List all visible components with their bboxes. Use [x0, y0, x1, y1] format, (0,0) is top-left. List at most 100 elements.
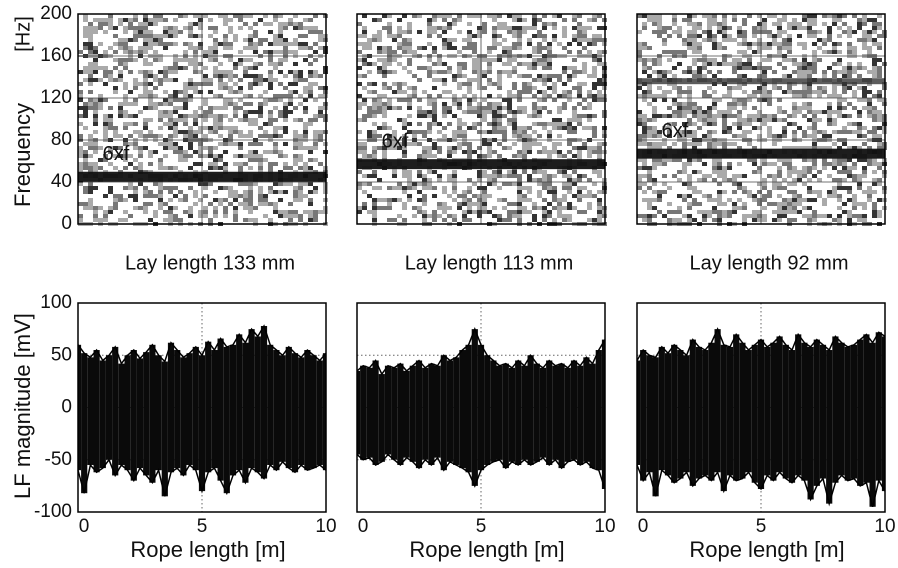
signal-span [229, 344, 237, 476]
signal-span [807, 346, 814, 500]
signal-span [409, 365, 416, 462]
x-tick-label: 10 [594, 516, 615, 537]
signal-span [459, 350, 466, 469]
texture [78, 14, 328, 226]
signal-span [124, 355, 131, 471]
signal-span [558, 363, 565, 469]
signal-span [863, 334, 870, 483]
band [637, 78, 885, 85]
signal-span [533, 363, 540, 462]
signal-span [304, 350, 311, 471]
band-label: 6xf [103, 143, 130, 165]
signal-span [689, 339, 696, 486]
y-axis-unit: [Hz] [12, 16, 34, 52]
signal-span [136, 358, 144, 469]
signal-span [652, 357, 659, 497]
y-tick-label: 100 [40, 292, 72, 313]
signal-span [521, 365, 528, 460]
signal-span [149, 344, 156, 483]
signal-span [428, 363, 435, 465]
signal-span [81, 353, 88, 494]
signal-span [167, 342, 175, 473]
band [78, 171, 326, 182]
signal-span [99, 360, 106, 469]
signal-span [726, 346, 734, 476]
signal-span [273, 350, 280, 471]
x-tick-label: 5 [756, 516, 767, 537]
signal-span [465, 344, 472, 473]
signal-span [658, 346, 665, 471]
signal-span [595, 350, 602, 471]
signal-span [733, 334, 740, 481]
signal-span [844, 346, 851, 481]
texture [357, 14, 607, 226]
signal-span [527, 355, 534, 465]
signal-span [422, 367, 429, 460]
signal-span [502, 363, 509, 469]
signal-span [434, 365, 441, 458]
signal-span [496, 365, 503, 460]
signal-span [757, 339, 765, 490]
signal-span [782, 344, 789, 479]
x-axis-label: Rope length [m] [409, 537, 564, 562]
signal-span [248, 329, 255, 469]
signal-span [881, 336, 885, 492]
texture [78, 14, 328, 226]
y-tick-label: 0 [61, 397, 72, 418]
x-tick-label: 0 [358, 516, 369, 537]
signal-span [640, 350, 647, 481]
signal-span [838, 342, 845, 476]
signal-span [764, 346, 771, 476]
signal-span [223, 346, 230, 494]
signal-span [186, 353, 193, 465]
signal-span [205, 341, 212, 473]
x-tick-label: 5 [197, 516, 208, 537]
signal-span [161, 361, 168, 497]
signal-span [564, 367, 571, 462]
signal-span [298, 357, 305, 465]
frame [356, 302, 606, 513]
signal-span [174, 350, 181, 469]
signal-span [589, 363, 596, 469]
y-tick-label: 40 [51, 171, 72, 192]
x-tick-label: 10 [874, 516, 895, 537]
signal-span [316, 360, 323, 465]
signal-span [508, 367, 516, 462]
signal-span [87, 357, 94, 465]
band-label: 6xf [382, 130, 409, 152]
signal-span [279, 355, 286, 462]
signal-span [236, 334, 243, 471]
caption: Lay length 113 mm [405, 252, 574, 274]
signal-span [637, 360, 641, 465]
x-axis-label: Rope length [m] [689, 537, 844, 562]
signal-span [795, 334, 802, 476]
signal-span [714, 329, 721, 473]
signal-span [770, 342, 777, 481]
signal-span [788, 350, 796, 483]
signal-span [677, 350, 684, 479]
signal-span [826, 350, 833, 504]
signal-span [198, 355, 206, 492]
signal-upper [77, 324, 327, 366]
signal-span [695, 346, 703, 479]
signal-span [357, 370, 361, 455]
signal-lower [356, 453, 606, 490]
y-tick-label: -50 [45, 449, 72, 470]
signal-span [415, 360, 423, 469]
signal-span [93, 350, 100, 473]
signal-span [546, 360, 553, 465]
y-tick-label: 80 [51, 129, 72, 150]
signal-lower [77, 458, 327, 497]
texture [637, 14, 887, 226]
signal-span [819, 344, 827, 479]
y-tick-label: -100 [34, 501, 72, 522]
frame [636, 302, 886, 513]
signal-span [360, 365, 367, 460]
signal-span [702, 350, 709, 476]
signal-span [130, 350, 137, 481]
signal-span [471, 329, 478, 486]
signal-span [397, 363, 404, 465]
signal-span [366, 367, 373, 458]
signal-span [484, 355, 491, 465]
x-tick-label: 5 [476, 516, 487, 537]
